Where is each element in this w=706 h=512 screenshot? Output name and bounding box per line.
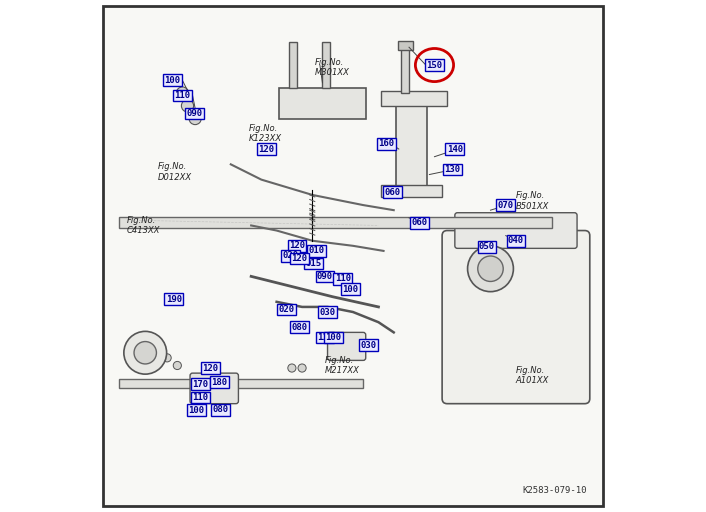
Text: Fig.No.
A101XX: Fig.No. A101XX xyxy=(516,366,549,386)
Circle shape xyxy=(298,364,306,372)
FancyBboxPatch shape xyxy=(279,88,366,118)
Circle shape xyxy=(134,342,157,364)
Text: 110: 110 xyxy=(174,91,191,100)
Bar xyxy=(402,47,409,93)
Text: 040: 040 xyxy=(508,236,524,245)
FancyBboxPatch shape xyxy=(381,91,447,106)
Text: K2583-079-10: K2583-079-10 xyxy=(522,486,587,495)
FancyBboxPatch shape xyxy=(442,230,590,403)
Text: 170: 170 xyxy=(192,380,208,389)
Text: Fig.No.
D012XX: Fig.No. D012XX xyxy=(158,162,192,182)
Circle shape xyxy=(124,331,167,374)
Text: 080: 080 xyxy=(292,323,308,332)
Text: 060: 060 xyxy=(411,219,427,227)
Circle shape xyxy=(176,87,189,99)
Circle shape xyxy=(189,113,201,124)
Text: 030: 030 xyxy=(360,340,376,350)
Text: 110: 110 xyxy=(192,393,208,402)
Circle shape xyxy=(478,256,503,282)
FancyBboxPatch shape xyxy=(104,7,602,505)
Text: 130: 130 xyxy=(444,165,460,174)
Text: 090: 090 xyxy=(317,272,333,281)
Text: 120: 120 xyxy=(258,144,275,154)
Text: 090: 090 xyxy=(186,109,202,118)
FancyBboxPatch shape xyxy=(328,332,366,360)
Text: 010: 010 xyxy=(309,246,324,255)
Text: 140: 140 xyxy=(447,144,463,154)
Text: Fig.No.
K123XX: Fig.No. K123XX xyxy=(249,124,282,143)
Text: 050: 050 xyxy=(479,242,495,251)
Text: 030: 030 xyxy=(320,308,335,316)
Text: 020: 020 xyxy=(279,305,295,314)
FancyBboxPatch shape xyxy=(381,185,442,198)
Text: 150: 150 xyxy=(426,60,443,70)
Circle shape xyxy=(163,354,172,362)
Bar xyxy=(323,42,330,88)
Text: 060: 060 xyxy=(385,188,401,197)
Circle shape xyxy=(181,100,193,112)
Text: Fig.No.
B501XX: Fig.No. B501XX xyxy=(516,191,549,211)
Text: 015: 015 xyxy=(305,259,321,268)
Bar xyxy=(397,40,413,50)
Text: Fig.No.
M301XX: Fig.No. M301XX xyxy=(315,58,349,77)
FancyBboxPatch shape xyxy=(396,103,427,195)
Text: 120: 120 xyxy=(203,364,218,373)
Text: 110: 110 xyxy=(335,274,351,284)
Text: 120: 120 xyxy=(292,254,308,263)
Bar xyxy=(119,379,363,389)
FancyBboxPatch shape xyxy=(190,373,239,403)
Text: 120: 120 xyxy=(289,241,305,250)
FancyBboxPatch shape xyxy=(455,212,577,248)
Text: 110: 110 xyxy=(317,333,333,342)
Circle shape xyxy=(173,361,181,370)
Text: 020: 020 xyxy=(283,251,299,261)
Text: 160: 160 xyxy=(378,139,394,148)
Circle shape xyxy=(467,246,513,292)
Text: 100: 100 xyxy=(164,76,180,85)
Text: 190: 190 xyxy=(166,295,182,304)
Text: 100: 100 xyxy=(342,285,359,293)
Text: 100: 100 xyxy=(189,406,205,415)
Circle shape xyxy=(288,364,296,372)
Text: 180: 180 xyxy=(212,378,227,387)
Text: 100: 100 xyxy=(325,333,342,342)
Bar xyxy=(119,217,551,228)
Text: Fig.No.
C413XX: Fig.No. C413XX xyxy=(126,216,160,235)
Text: 080: 080 xyxy=(213,406,229,414)
Text: 070: 070 xyxy=(498,201,514,209)
Text: Fig.No.
M217XX: Fig.No. M217XX xyxy=(325,356,360,375)
Bar xyxy=(289,42,297,88)
